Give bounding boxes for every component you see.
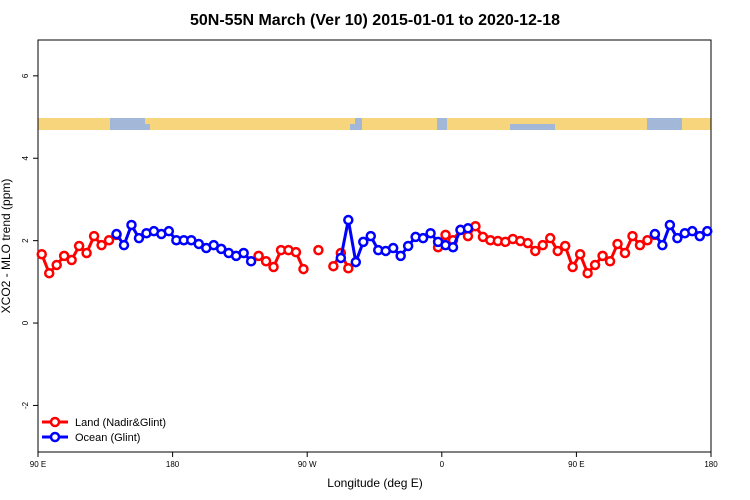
data-point (530, 245, 541, 257)
y-tick-label: 0 (21, 320, 30, 325)
data-point (238, 247, 249, 259)
data-point (395, 250, 406, 262)
data-point (664, 219, 676, 231)
data-point (522, 237, 534, 249)
data-point (440, 229, 451, 241)
plot-frame (37, 39, 712, 453)
data-point (537, 239, 548, 251)
data-point (365, 230, 377, 242)
y-tick-label: -2 (21, 401, 30, 409)
chart-title: 50N-55N March (Ver 10) 2015-01-01 to 202… (190, 12, 560, 29)
data-point (253, 250, 264, 262)
data-point (343, 262, 354, 274)
data-point (36, 248, 47, 260)
land-mask-strip (38, 118, 711, 130)
data-point (290, 246, 302, 258)
data-point (358, 236, 369, 248)
data-point (313, 244, 324, 256)
data-point (215, 243, 227, 255)
data-point (597, 250, 608, 262)
x-axis-label: Longitude (deg E) (327, 476, 422, 490)
data-point (694, 230, 706, 242)
data-point (66, 254, 77, 266)
data-point (574, 248, 586, 260)
data-point (402, 240, 414, 252)
data-point (672, 232, 683, 244)
data-point (642, 234, 653, 246)
data-point (88, 230, 100, 242)
data-point (702, 225, 713, 237)
x-tick-label: 90 E (568, 460, 584, 469)
data-point (111, 228, 122, 240)
data-point (51, 259, 62, 271)
data-point (260, 255, 272, 267)
legend-marker (49, 416, 61, 428)
data-point (343, 214, 354, 226)
data-point (268, 261, 279, 273)
data-point (43, 267, 55, 279)
y-axis-label: XCO2 - MLO trend (ppm) (0, 179, 13, 314)
legend-label: Ocean (Glint) (75, 432, 140, 444)
x-tick-label: 90 E (30, 460, 46, 469)
data-point (627, 230, 638, 242)
data-point (335, 252, 347, 264)
data-point (126, 219, 137, 231)
y-tick-label: 4 (21, 155, 30, 160)
data-point (567, 261, 578, 273)
y-tick-label: 6 (21, 73, 30, 78)
data-point (559, 240, 571, 252)
data-point (657, 239, 668, 251)
data-point (96, 239, 107, 251)
data-point (544, 232, 556, 244)
legend-label: Land (Nadir&Glint) (75, 417, 166, 429)
x-tick-label: 0 (440, 460, 445, 469)
data-point (634, 239, 646, 251)
data-point (193, 238, 205, 250)
data-point (133, 232, 145, 244)
data-point (58, 250, 70, 262)
data-point (163, 225, 175, 237)
data-point (328, 260, 339, 272)
data-point (589, 259, 601, 271)
data-point (649, 228, 661, 240)
data-point (612, 238, 623, 250)
data-point (462, 223, 474, 234)
data-point (552, 245, 563, 257)
data-point (298, 263, 309, 275)
data-point (73, 240, 85, 252)
y-tick-label: 2 (21, 238, 30, 243)
data-point (245, 255, 257, 267)
data-point (425, 227, 436, 239)
data-point (350, 256, 362, 268)
data-point (447, 241, 459, 253)
data-point (387, 242, 399, 254)
data-point (619, 247, 631, 259)
x-tick-label: 180 (704, 460, 718, 469)
data-point (103, 234, 115, 246)
data-point (81, 247, 92, 259)
data-point (417, 232, 429, 244)
x-tick-label: 90 W (298, 460, 317, 469)
data-point (118, 239, 130, 251)
legend-marker (49, 431, 61, 443)
x-tick-label: 180 (166, 460, 180, 469)
data-point (604, 255, 616, 267)
data-point (687, 225, 698, 237)
data-point (582, 267, 593, 279)
